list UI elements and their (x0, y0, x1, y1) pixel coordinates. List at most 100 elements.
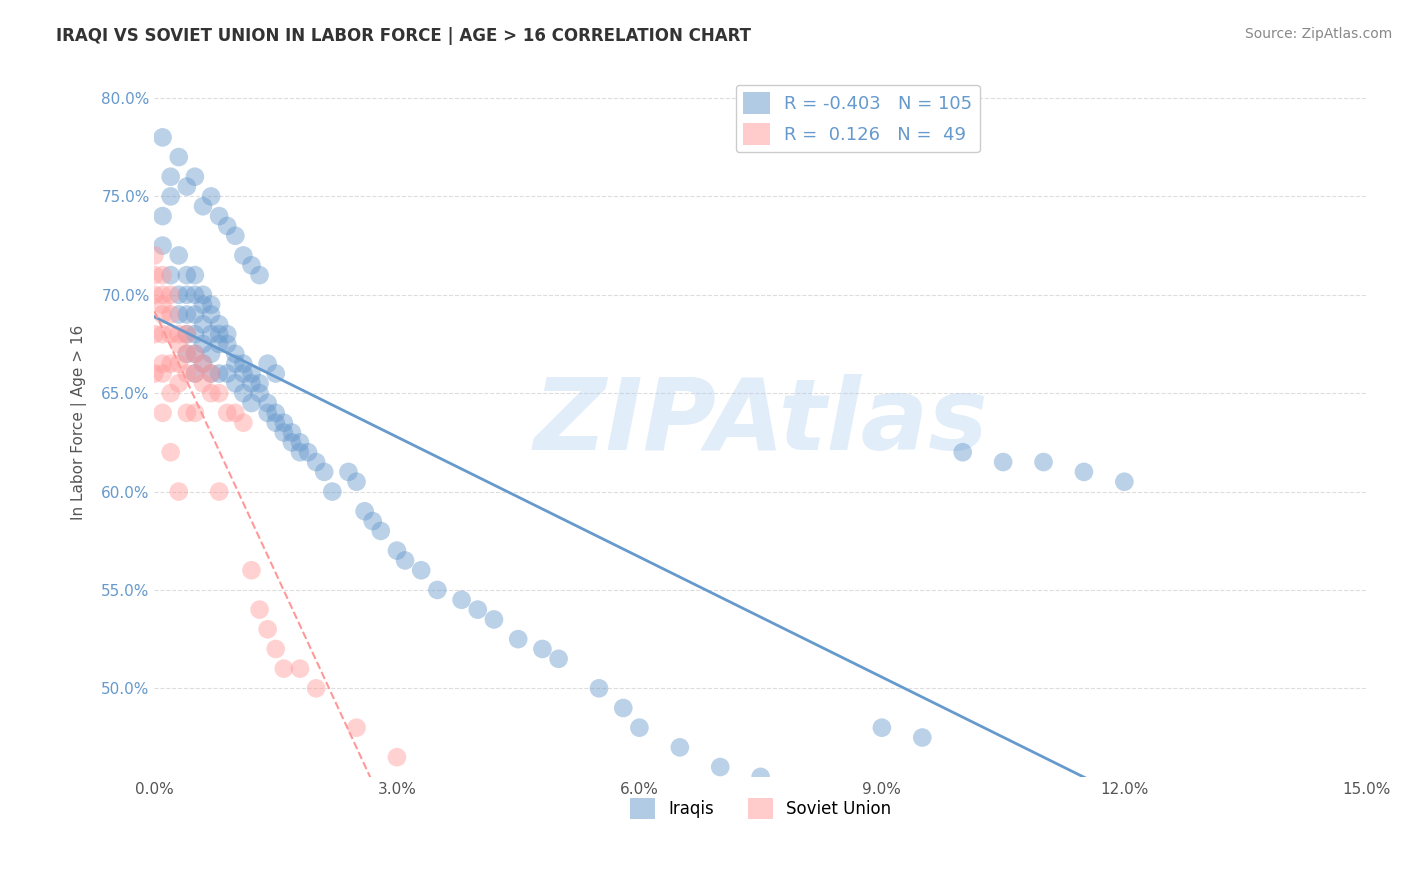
Soviet Union (167, 376, 190, 391)
Iraqis (426, 582, 449, 597)
Soviet Union (217, 406, 239, 420)
Text: Source: ZipAtlas.com: Source: ZipAtlas.com (1244, 27, 1392, 41)
Iraqis (467, 602, 489, 616)
Iraqis (749, 770, 772, 784)
Iraqis (208, 327, 231, 342)
Iraqis (159, 268, 181, 282)
Iraqis (612, 701, 634, 715)
Soviet Union (159, 287, 181, 301)
Iraqis (232, 357, 254, 371)
Soviet Union (159, 445, 181, 459)
Iraqis (191, 298, 214, 312)
Iraqis (184, 308, 207, 322)
Iraqis (314, 465, 336, 479)
Iraqis (208, 209, 231, 223)
Soviet Union (159, 386, 181, 401)
Soviet Union (143, 367, 166, 381)
Iraqis (256, 396, 278, 410)
Soviet Union (159, 327, 181, 342)
Soviet Union (143, 248, 166, 262)
Text: IRAQI VS SOVIET UNION IN LABOR FORCE | AGE > 16 CORRELATION CHART: IRAQI VS SOVIET UNION IN LABOR FORCE | A… (56, 27, 751, 45)
Iraqis (176, 327, 198, 342)
Iraqis (870, 721, 893, 735)
Iraqis (191, 357, 214, 371)
Soviet Union (224, 406, 246, 420)
Iraqis (240, 367, 263, 381)
Iraqis (346, 475, 368, 489)
Iraqis (167, 287, 190, 301)
Iraqis (217, 367, 239, 381)
Iraqis (152, 130, 174, 145)
Iraqis (217, 219, 239, 233)
Iraqis (281, 435, 304, 450)
Iraqis (176, 287, 198, 301)
Text: ZIPAtlas: ZIPAtlas (533, 374, 988, 471)
Soviet Union (152, 298, 174, 312)
Iraqis (184, 169, 207, 184)
Iraqis (531, 642, 554, 657)
Iraqis (167, 308, 190, 322)
Iraqis (911, 731, 934, 745)
Soviet Union (200, 367, 222, 381)
Iraqis (191, 199, 214, 213)
Iraqis (176, 179, 198, 194)
Iraqis (232, 386, 254, 401)
Iraqis (249, 268, 271, 282)
Iraqis (184, 367, 207, 381)
Soviet Union (152, 406, 174, 420)
Legend: Iraqis, Soviet Union: Iraqis, Soviet Union (623, 791, 898, 825)
Iraqis (281, 425, 304, 440)
Iraqis (232, 367, 254, 381)
Iraqis (370, 524, 392, 538)
Soviet Union (176, 327, 198, 342)
Iraqis (411, 563, 433, 577)
Iraqis (256, 357, 278, 371)
Iraqis (217, 327, 239, 342)
Iraqis (508, 632, 530, 647)
Soviet Union (143, 287, 166, 301)
Soviet Union (264, 642, 287, 657)
Iraqis (385, 543, 408, 558)
Iraqis (152, 209, 174, 223)
Iraqis (224, 228, 246, 243)
Iraqis (264, 416, 287, 430)
Iraqis (588, 681, 610, 696)
Soviet Union (240, 563, 263, 577)
Iraqis (184, 327, 207, 342)
Soviet Union (346, 721, 368, 735)
Iraqis (159, 189, 181, 203)
Soviet Union (191, 357, 214, 371)
Iraqis (184, 287, 207, 301)
Iraqis (273, 416, 295, 430)
Soviet Union (143, 327, 166, 342)
Iraqis (482, 612, 505, 626)
Soviet Union (191, 376, 214, 391)
Soviet Union (167, 327, 190, 342)
Iraqis (176, 268, 198, 282)
Iraqis (217, 337, 239, 351)
Soviet Union (167, 357, 190, 371)
Iraqis (208, 318, 231, 332)
Iraqis (240, 396, 263, 410)
Iraqis (790, 789, 813, 804)
Iraqis (288, 435, 311, 450)
Soviet Union (176, 406, 198, 420)
Iraqis (200, 367, 222, 381)
Iraqis (176, 308, 198, 322)
Iraqis (159, 169, 181, 184)
Y-axis label: In Labor Force | Age > 16: In Labor Force | Age > 16 (72, 325, 87, 520)
Iraqis (321, 484, 343, 499)
Soviet Union (159, 357, 181, 371)
Iraqis (184, 347, 207, 361)
Iraqis (208, 337, 231, 351)
Soviet Union (167, 337, 190, 351)
Iraqis (224, 376, 246, 391)
Iraqis (547, 652, 569, 666)
Iraqis (1032, 455, 1054, 469)
Iraqis (1114, 475, 1136, 489)
Iraqis (288, 445, 311, 459)
Iraqis (1073, 465, 1095, 479)
Iraqis (167, 248, 190, 262)
Soviet Union (232, 416, 254, 430)
Iraqis (264, 406, 287, 420)
